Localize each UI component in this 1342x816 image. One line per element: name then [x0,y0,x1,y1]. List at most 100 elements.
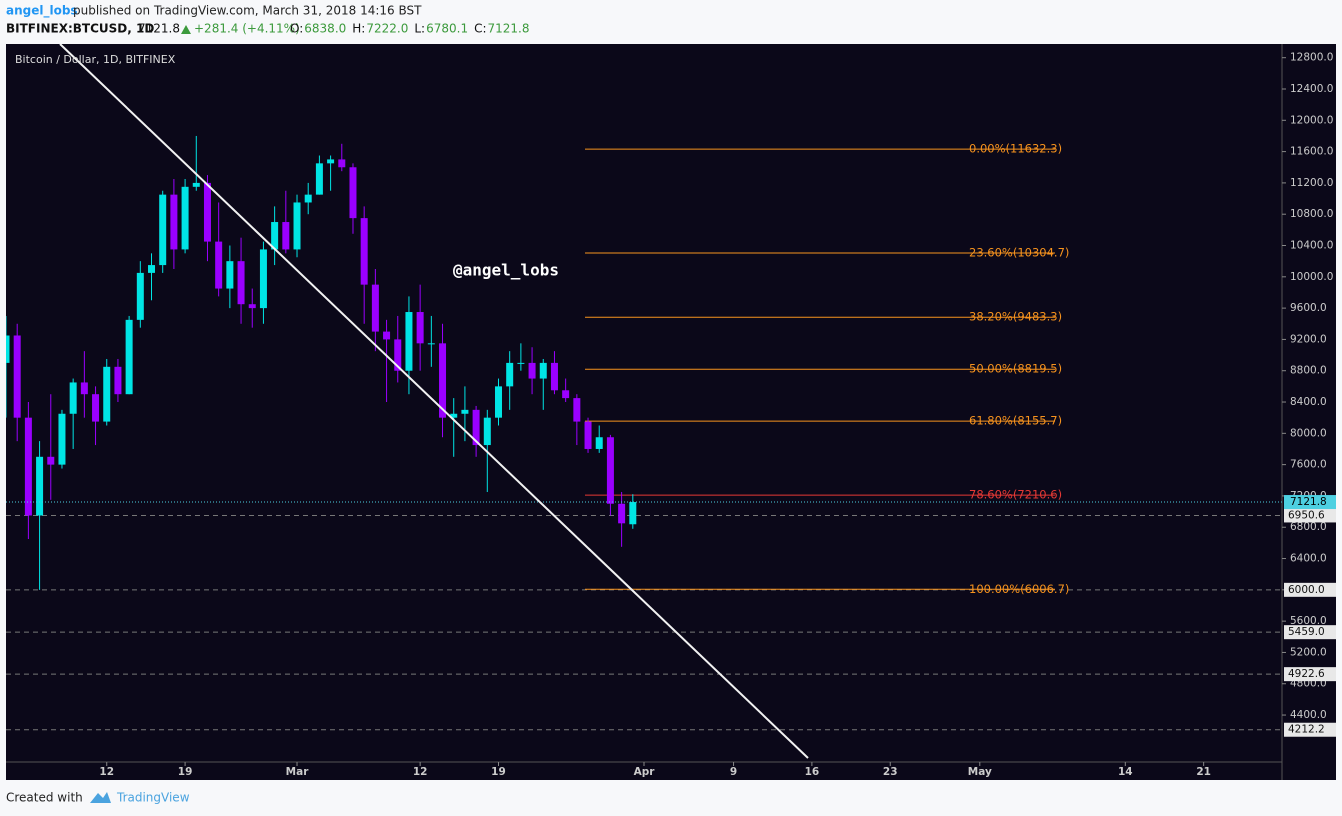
fib-label: 38.20%(9483.3) [969,310,1062,324]
candle-body [248,304,256,309]
fib-label: 100.00%(6006.7) [969,582,1069,596]
ohlc-value: 6780.1 [426,22,468,36]
y-tick-label: 6400.0 [1290,553,1327,565]
candle-body [36,456,44,516]
level-label: 4922.6 [1288,668,1325,680]
y-tick-label: 12000.0 [1290,114,1333,126]
y-tick-label: 10000.0 [1290,271,1333,283]
x-tick-label: May [968,766,992,778]
candle-body [203,182,211,242]
candle-body [450,413,458,418]
candle-body [92,394,100,422]
x-tick-label: 21 [1196,766,1211,778]
level-label: 6950.6 [1288,509,1325,521]
candle-body [360,218,368,285]
candle-body [517,362,525,364]
level-label: 4212.2 [1288,724,1325,736]
candle-body [282,222,290,250]
x-tick-label: 23 [883,766,898,778]
ohlc-value: 7222.0 [366,22,408,36]
candle-body [494,386,502,418]
y-tick-label: 7600.0 [1290,459,1327,471]
y-tick-label: 10800.0 [1290,208,1333,220]
level-box [1284,625,1336,640]
fib-label: 61.80%(8155.7) [969,414,1062,428]
candle-body [259,249,267,309]
candle-body [472,409,480,446]
level-box [1284,582,1336,597]
candle-body [606,437,614,504]
x-tick-label: 19 [491,766,506,778]
candle-body [215,241,223,289]
candle-body [69,382,77,414]
candle-body [338,159,346,168]
y-tick-label: 5600.0 [1290,615,1327,627]
last-price-box [1284,495,1336,510]
candle-body [315,163,323,195]
level-label: 6000.0 [1288,584,1325,596]
candle-body [271,222,279,250]
candle-body [181,186,189,250]
ohlc-value: 7121.8 [488,22,530,36]
symbol: BITFINEX:BTCUSD, 1D [6,22,154,36]
x-tick-label: 9 [730,766,737,778]
candle-body [539,362,547,379]
candle-body [383,331,391,340]
candle-body [47,456,55,465]
last-price-label: 7121.8 [1290,496,1327,508]
candle-body [584,421,592,449]
chart-area [6,44,1336,780]
y-tick-label: 9200.0 [1290,333,1327,345]
ohlc: O: 6838.0 H: 7222.0 L: 6780.1 C: 7121.8 [290,22,530,36]
candle-body [573,398,581,422]
y-tick-label: 8800.0 [1290,365,1327,377]
level-label: 5459.0 [1288,626,1325,638]
candle-body [327,159,335,164]
plot: 4400.04800.05200.05600.06000.06400.06800… [6,52,1336,778]
candle-body [349,167,357,219]
candle-body [136,272,144,320]
x-tick-label: 16 [805,766,820,778]
footer-brand[interactable]: TradingView [116,791,190,805]
chart-title: Bitcoin / Dollar, 1D, BITFINEX [15,53,176,66]
candle-body [148,265,156,273]
candle-body [80,382,88,395]
last: 7121.8 [138,22,180,36]
author[interactable]: angel_lobs [6,4,78,19]
y-tick-label: 4400.0 [1290,709,1327,721]
candle-body [13,335,21,418]
candle-body [304,194,312,203]
candle-body [528,362,536,379]
candle-body [114,366,122,395]
candle-body [6,335,10,363]
trend-line [59,43,809,759]
candle-body [58,413,66,465]
level-box [1284,667,1336,682]
candle-body [427,343,435,345]
y-tick-label: 6800.0 [1290,521,1327,533]
fib-label: 50.00%(8819.5) [969,362,1062,376]
level-box [1284,508,1336,523]
y-tick-label: 12800.0 [1290,52,1333,64]
logo [90,792,111,803]
x-tick-label: 14 [1118,766,1133,778]
y-tick-label: 12400.0 [1290,83,1333,95]
y-tick-label: 11600.0 [1290,146,1333,158]
x-tick-label: Mar [286,766,310,778]
candle-body [192,182,200,187]
candle-body [125,319,133,395]
x-tick-label: 19 [178,766,193,778]
watermark: @angel_lobs [453,261,559,280]
candle-body [595,437,603,449]
candle-body [103,366,111,422]
candle-body [461,409,469,414]
ohlc-value: 6838.0 [304,22,346,36]
candle-body [483,417,491,446]
y-tick-label: 8400.0 [1290,396,1327,408]
candle-body [629,502,637,525]
candle-body [618,503,626,524]
candle-body [170,194,178,250]
level-box [1284,722,1336,737]
candle-body [439,343,447,418]
